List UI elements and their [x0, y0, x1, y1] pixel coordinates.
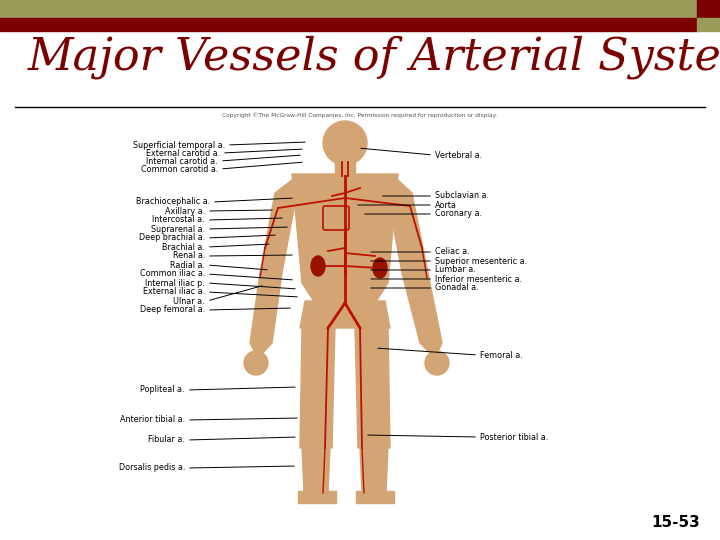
Text: Superficial temporal a.: Superficial temporal a.: [133, 140, 225, 150]
Ellipse shape: [311, 256, 325, 276]
Text: Renal a.: Renal a.: [173, 252, 205, 260]
Polygon shape: [302, 446, 330, 493]
Text: Lumbar a.: Lumbar a.: [435, 266, 476, 274]
Ellipse shape: [373, 258, 387, 278]
Circle shape: [323, 121, 367, 165]
Polygon shape: [402, 273, 442, 358]
Bar: [697, 0, 720, 18]
Circle shape: [244, 351, 268, 375]
Text: Aorta: Aorta: [435, 200, 457, 210]
Text: External carotid a.: External carotid a.: [146, 148, 220, 158]
Text: External iliac a.: External iliac a.: [143, 287, 205, 296]
Text: 15-53: 15-53: [652, 515, 700, 530]
Bar: [298, 491, 336, 503]
Text: Ulnar a.: Ulnar a.: [174, 296, 205, 306]
Text: Inferior mesenteric a.: Inferior mesenteric a.: [435, 274, 522, 284]
Circle shape: [425, 351, 449, 375]
Text: Vertebral a.: Vertebral a.: [435, 151, 482, 159]
Text: Common iliac a.: Common iliac a.: [140, 269, 205, 279]
Text: Superior mesenteric a.: Superior mesenteric a.: [435, 256, 527, 266]
Polygon shape: [388, 180, 428, 293]
Text: Intercostal a.: Intercostal a.: [153, 215, 205, 225]
Text: Dorsalis pedis a.: Dorsalis pedis a.: [119, 463, 185, 472]
Text: Gonadal a.: Gonadal a.: [435, 284, 479, 293]
Bar: [0, 0, 697, 18]
Polygon shape: [260, 180, 296, 293]
Text: Anterior tibial a.: Anterior tibial a.: [120, 415, 185, 424]
Bar: [335, 162, 355, 176]
Polygon shape: [355, 326, 390, 448]
Text: Posterior tibial a.: Posterior tibial a.: [480, 433, 548, 442]
Text: Femoral a.: Femoral a.: [480, 350, 523, 360]
Text: Internal carotid a.: Internal carotid a.: [146, 157, 218, 165]
Text: Deep femoral a.: Deep femoral a.: [140, 306, 205, 314]
Polygon shape: [300, 301, 390, 328]
Text: Deep brachial a.: Deep brachial a.: [139, 233, 205, 242]
Text: Suprarenal a.: Suprarenal a.: [151, 225, 205, 233]
Bar: [356, 491, 394, 503]
Bar: [0, 18, 697, 31]
Text: Popliteal a.: Popliteal a.: [140, 386, 185, 395]
Text: Common carotid a.: Common carotid a.: [140, 165, 218, 173]
Polygon shape: [360, 446, 388, 493]
Text: Radial a.: Radial a.: [170, 260, 205, 269]
Text: Subclavian a.: Subclavian a.: [435, 192, 489, 200]
Text: Fibular a.: Fibular a.: [148, 435, 185, 444]
Bar: [697, 18, 720, 31]
Text: Copyright ©The McGraw-Hill Companies, Inc. Permission required for reproduction : Copyright ©The McGraw-Hill Companies, In…: [222, 112, 498, 118]
Polygon shape: [250, 273, 282, 358]
Text: Coronary a.: Coronary a.: [435, 210, 482, 219]
Text: Axillary a.: Axillary a.: [165, 206, 205, 215]
Text: Celiac a.: Celiac a.: [435, 247, 469, 256]
Text: Internal iliac p.: Internal iliac p.: [145, 279, 205, 287]
Polygon shape: [292, 174, 398, 303]
Text: Brachiocephalic a.: Brachiocephalic a.: [136, 198, 210, 206]
Polygon shape: [300, 326, 335, 448]
Text: Major Vessels of Arterial System: Major Vessels of Arterial System: [28, 35, 720, 79]
Text: Brachial a.: Brachial a.: [162, 242, 205, 252]
